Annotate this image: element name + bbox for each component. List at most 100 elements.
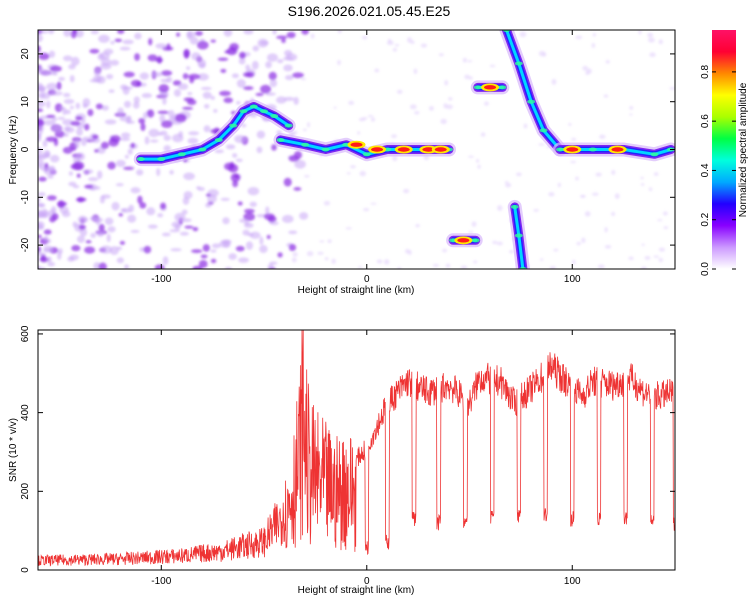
trace-highlight [229, 123, 238, 128]
noise-speck [65, 126, 75, 133]
noise-speck [243, 212, 256, 222]
spectrogram-noise [38, 30, 675, 269]
noise-speck [357, 131, 361, 135]
noise-speck [69, 254, 79, 261]
noise-speck [143, 245, 152, 254]
noise-speck [460, 265, 468, 269]
noise-speck [124, 154, 129, 159]
snr-ticks: -100 0 100 0 200 400 600 [20, 325, 675, 587]
noise-speck [542, 52, 547, 57]
noise-speck [38, 251, 44, 257]
noise-speck [107, 161, 116, 170]
noise-speck [614, 193, 620, 200]
spectrogram-xlabel: Height of straight line (km) [298, 285, 415, 296]
noise-speck [292, 72, 304, 79]
noise-speck [585, 71, 590, 76]
noise-speck [265, 206, 270, 215]
noise-speck [408, 250, 412, 256]
noise-speck [159, 130, 168, 136]
noise-speck [48, 30, 55, 35]
noise-speck [224, 266, 232, 269]
noise-speck [179, 231, 189, 236]
noise-speck [331, 258, 336, 264]
snr-ylabel: SNR (10 * v/v) [8, 418, 19, 482]
noise-speck [137, 195, 143, 204]
noise-speck [471, 221, 477, 227]
noise-speck [270, 221, 279, 226]
noise-speck [288, 230, 298, 235]
noise-speck [415, 223, 420, 228]
noise-speck [591, 192, 599, 196]
noise-speck [407, 37, 413, 43]
noise-speck [572, 259, 576, 265]
noise-speck [49, 154, 60, 163]
noise-speck [662, 211, 668, 216]
noise-speck [576, 241, 581, 246]
noise-speck [43, 119, 56, 126]
noise-speck [523, 123, 528, 129]
noise-speck [504, 181, 509, 184]
noise-speck [568, 122, 572, 126]
noise-speck [657, 219, 663, 222]
noise-speck [40, 89, 46, 93]
noise-speck [243, 222, 254, 229]
noise-speck [99, 195, 105, 204]
snr-xlabel: Height of straight line (km) [298, 585, 415, 596]
noise-speck [464, 74, 470, 80]
noise-speck [571, 137, 577, 141]
noise-speck [154, 264, 165, 269]
noise-speck [70, 30, 77, 39]
noise-speck [48, 50, 56, 58]
noise-speck [653, 255, 660, 258]
noise-speck [207, 194, 217, 203]
noise-speck [663, 226, 669, 230]
noise-speck [38, 176, 47, 182]
noise-speck [669, 87, 675, 90]
noise-speck [70, 120, 81, 126]
noise-speck [117, 30, 125, 34]
noise-speck [239, 51, 246, 59]
noise-speck [414, 111, 420, 115]
noise-speck [361, 35, 368, 40]
noise-speck [188, 73, 201, 80]
noise-speck [205, 202, 212, 208]
noise-speck [238, 57, 246, 65]
noise-speck [211, 243, 221, 249]
noise-speck [553, 248, 559, 252]
noise-speck [333, 106, 337, 109]
noise-speck [147, 54, 158, 62]
noise-speck [269, 79, 278, 88]
noise-speck [84, 246, 96, 254]
spectral-peak [457, 238, 470, 243]
noise-speck [203, 103, 210, 109]
noise-speck [38, 163, 42, 169]
noise-speck [181, 209, 188, 215]
spectral-peak [484, 85, 497, 90]
noise-speck [178, 131, 183, 138]
noise-speck [231, 73, 239, 79]
noise-speck [173, 89, 182, 97]
noise-speck [61, 210, 71, 218]
noise-speck [271, 144, 277, 151]
noise-speck [57, 116, 66, 120]
noise-speck [144, 136, 150, 145]
noise-speck [345, 227, 352, 230]
noise-speck [183, 48, 190, 58]
noise-speck [268, 71, 277, 81]
noise-speck [49, 65, 62, 72]
noise-speck [43, 210, 50, 218]
noise-speck [350, 165, 356, 169]
noise-speck [136, 169, 144, 176]
noise-speck [130, 187, 141, 194]
noise-speck [306, 251, 314, 257]
noise-speck [549, 266, 556, 269]
noise-speck [203, 125, 211, 133]
noise-speck [119, 46, 131, 51]
noise-speck [160, 92, 169, 98]
noise-speck [324, 257, 329, 261]
noise-speck [172, 80, 182, 86]
noise-speck [73, 184, 80, 189]
noise-speck [42, 139, 48, 148]
noise-speck [47, 174, 54, 179]
noise-speck [40, 92, 51, 100]
